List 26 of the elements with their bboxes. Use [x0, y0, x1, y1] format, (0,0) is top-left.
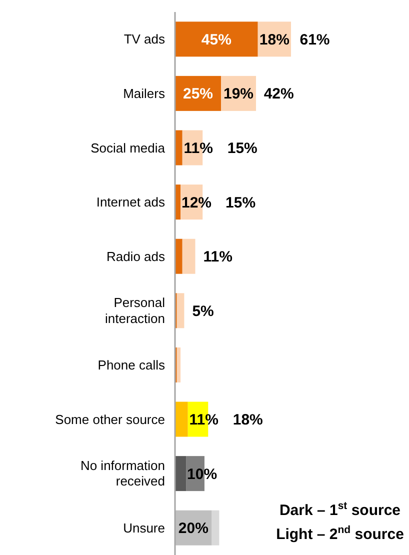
y-tick-label: Unsure	[123, 520, 165, 536]
y-tick-label: Internet ads	[96, 194, 166, 210]
y-tick-label: Some other source	[55, 412, 165, 427]
data-label: 19%	[224, 86, 254, 103]
annotation: Dark – 1$^{st}$ source	[279, 500, 401, 519]
data-label: 45%	[201, 31, 232, 48]
y-tick-label: Mailers	[123, 86, 166, 101]
annotation: Light – 2$^{nd}$ source	[276, 524, 404, 543]
annotation: 11%	[203, 248, 232, 266]
data-label: 12%	[182, 194, 212, 212]
y-tick-label: Personal interaction	[105, 295, 166, 326]
y-tick-label: TV ads	[124, 32, 166, 47]
data-label: 25%	[183, 86, 214, 103]
y-tick-label: Social media	[90, 140, 166, 156]
y-tick-label: No information received	[80, 458, 165, 489]
y-tick-label: Phone calls	[98, 358, 166, 372]
data-label: 20%	[178, 520, 208, 538]
annotation: 42%	[264, 86, 294, 103]
data-label: 18%	[259, 31, 290, 48]
annotation: 5%	[192, 302, 214, 320]
annotation: 15%	[226, 194, 256, 212]
annotation: 15%	[227, 140, 258, 157]
annotation: 61%	[300, 31, 330, 48]
y-tick-label: Radio ads	[106, 248, 166, 264]
annotation: 18%	[232, 412, 263, 428]
data-label: 11%	[184, 140, 213, 157]
